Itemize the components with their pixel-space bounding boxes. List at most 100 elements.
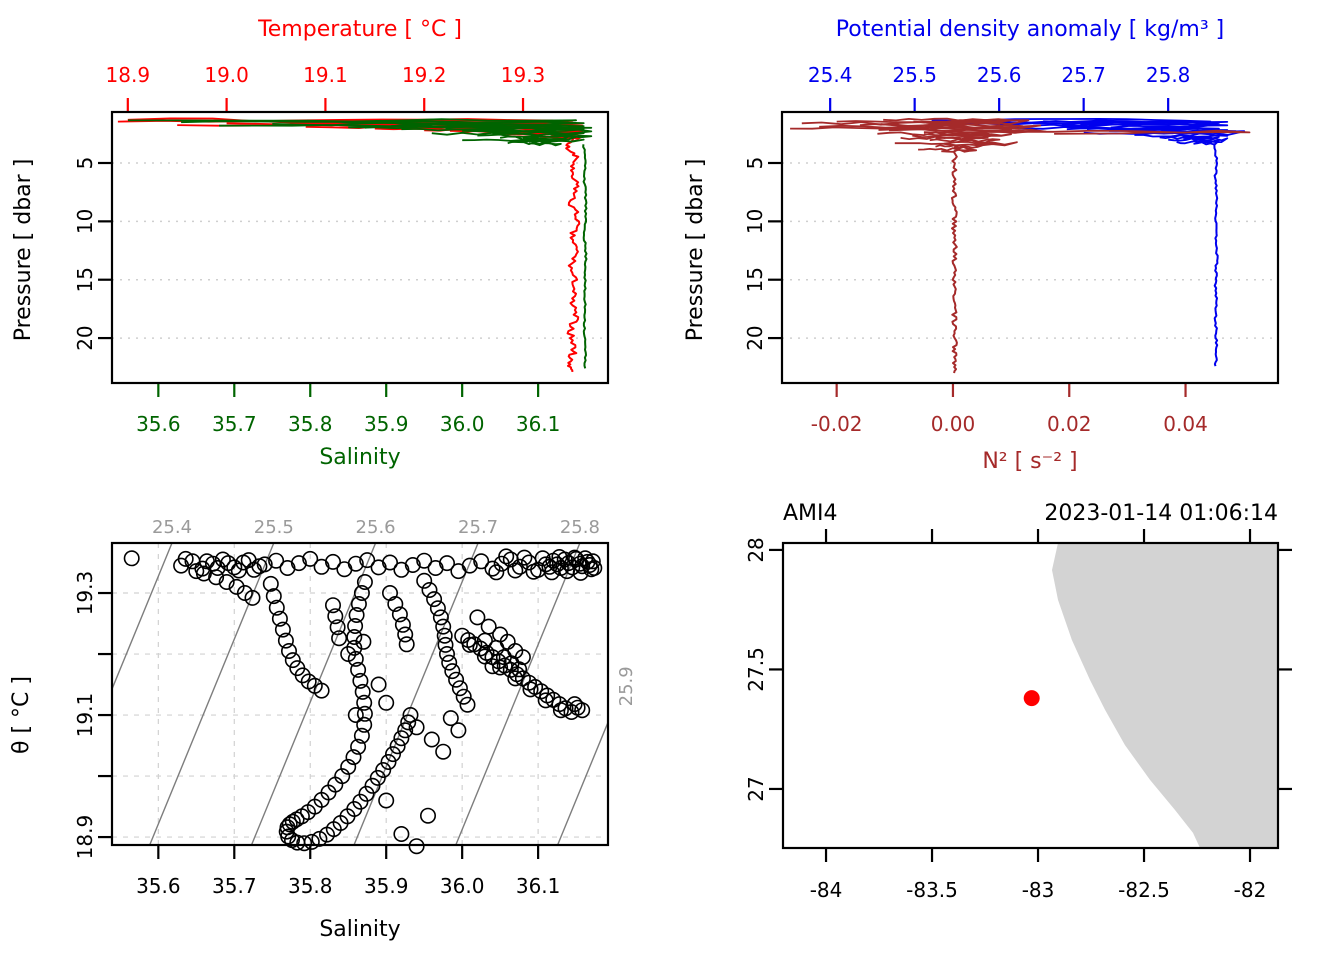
isopycnal-line bbox=[112, 543, 173, 691]
tick-label: 0.02 bbox=[1047, 412, 1092, 436]
tick-label: 0.00 bbox=[931, 412, 976, 436]
isopycnal-label: 25.7 bbox=[458, 517, 498, 538]
tick-label: 20 bbox=[743, 325, 767, 350]
ts-point bbox=[398, 636, 415, 653]
ts-point bbox=[284, 652, 301, 669]
ts-point bbox=[435, 743, 452, 760]
ts-point bbox=[280, 828, 297, 845]
ts-point bbox=[436, 627, 453, 644]
ts-point bbox=[345, 749, 362, 766]
ts-point bbox=[346, 639, 363, 656]
ts-point bbox=[381, 554, 398, 571]
tick-label: 18.9 bbox=[73, 815, 97, 860]
ts-point bbox=[218, 574, 235, 591]
ts-point bbox=[408, 838, 425, 855]
tick-label: 28 bbox=[744, 537, 768, 562]
tick-label: -0.02 bbox=[811, 412, 863, 436]
ts-point bbox=[380, 753, 397, 770]
plot-box bbox=[780, 110, 1280, 385]
ts-point bbox=[514, 649, 531, 666]
ts-point bbox=[421, 582, 438, 599]
ts-point bbox=[347, 555, 364, 572]
tick-label: 15 bbox=[743, 267, 767, 292]
ts-point bbox=[537, 692, 554, 709]
buoyancy-frequency-squared-trace bbox=[790, 117, 1251, 374]
ts-point bbox=[484, 560, 501, 577]
ts-point bbox=[324, 597, 341, 614]
tick-label: 10 bbox=[73, 209, 97, 234]
tick-label: 19.0 bbox=[204, 63, 249, 87]
tick-label: 36.0 bbox=[440, 412, 485, 436]
ts-point bbox=[571, 555, 588, 572]
pressure-axis-title: Pressure [ dbar ] bbox=[683, 159, 708, 342]
tick-label: 25.5 bbox=[892, 63, 937, 87]
tick-label: 35.9 bbox=[364, 412, 409, 436]
ts-point bbox=[476, 632, 493, 649]
ts-point bbox=[251, 558, 268, 575]
theta-axis-title: θ [ °C ] bbox=[9, 676, 34, 754]
ts-point bbox=[274, 621, 291, 638]
plot-box bbox=[110, 541, 610, 847]
ts-point bbox=[369, 769, 386, 786]
profile-density-n2-plot-area: 25.4 25.5 25.6 25.7 25.8 -0.02 0.00 0.02 0.04 5 10… bbox=[743, 63, 1280, 436]
ts-point bbox=[268, 599, 285, 616]
tick-label: 19.1 bbox=[303, 63, 348, 87]
ts-point bbox=[397, 626, 414, 643]
ts-point bbox=[350, 596, 367, 613]
potential-density-anomaly-trace bbox=[931, 118, 1246, 367]
ts-point bbox=[356, 716, 373, 733]
isopycnal-label: 25.5 bbox=[254, 517, 294, 538]
ts-point bbox=[350, 738, 367, 755]
ts-point bbox=[378, 792, 395, 809]
ts-point bbox=[507, 670, 524, 687]
ts-point bbox=[378, 694, 395, 711]
ts-point bbox=[356, 574, 373, 591]
ts-point bbox=[303, 833, 320, 850]
ts-point bbox=[473, 553, 490, 570]
ts-point bbox=[370, 676, 387, 693]
ts-point bbox=[353, 585, 370, 602]
ts-point bbox=[584, 553, 601, 570]
ts-point bbox=[340, 646, 357, 663]
isopycnal-line bbox=[455, 543, 581, 845]
ts-point bbox=[461, 557, 478, 574]
tick-label: -83 bbox=[1022, 878, 1055, 902]
ts-point bbox=[195, 565, 212, 582]
ts-point bbox=[324, 553, 341, 570]
ts-point bbox=[350, 661, 367, 678]
tick-label: 15 bbox=[73, 267, 97, 292]
tick-label: 20 bbox=[73, 325, 97, 350]
ts-point bbox=[340, 758, 357, 775]
ts-point bbox=[429, 600, 446, 617]
ts-point bbox=[355, 633, 372, 650]
tick-label: 19.1 bbox=[73, 693, 97, 738]
ts-point bbox=[352, 672, 369, 689]
tick-label: -82 bbox=[1234, 878, 1267, 902]
ts-point bbox=[281, 816, 298, 833]
ts-point bbox=[329, 619, 346, 636]
ts-point bbox=[572, 564, 589, 581]
ts-point bbox=[416, 552, 433, 569]
ts-point bbox=[290, 555, 307, 572]
tick-label: 36.1 bbox=[516, 874, 561, 898]
ts-point bbox=[313, 682, 330, 699]
n2-axis-title: N² [ s⁻² ] bbox=[982, 449, 1077, 474]
ts-point bbox=[271, 610, 288, 627]
tick-label: 18.9 bbox=[106, 63, 151, 87]
ts-point bbox=[450, 563, 467, 580]
tick-label: 35.9 bbox=[364, 874, 409, 898]
ts-point bbox=[313, 558, 330, 575]
tick-label: 35.8 bbox=[288, 412, 333, 436]
tick-label: 5 bbox=[743, 157, 767, 170]
tick-label: 27 bbox=[744, 776, 768, 801]
tick-label: 25.8 bbox=[1146, 63, 1191, 87]
ts-point bbox=[525, 563, 542, 580]
tick-label: 27.5 bbox=[744, 647, 768, 692]
tick-label: 0.04 bbox=[1163, 412, 1208, 436]
panel-profile-temp-salinity: 18.9 19.0 19.1 19.2 19.3 35.6 35.7 35.8 35.9 36.0… bbox=[11, 17, 610, 470]
pressure-axis-title: Pressure [ dbar ] bbox=[11, 159, 36, 342]
ts-point bbox=[294, 667, 311, 684]
ts-point bbox=[522, 681, 539, 698]
isopycnal-line bbox=[353, 543, 479, 845]
plot-box bbox=[110, 110, 610, 385]
